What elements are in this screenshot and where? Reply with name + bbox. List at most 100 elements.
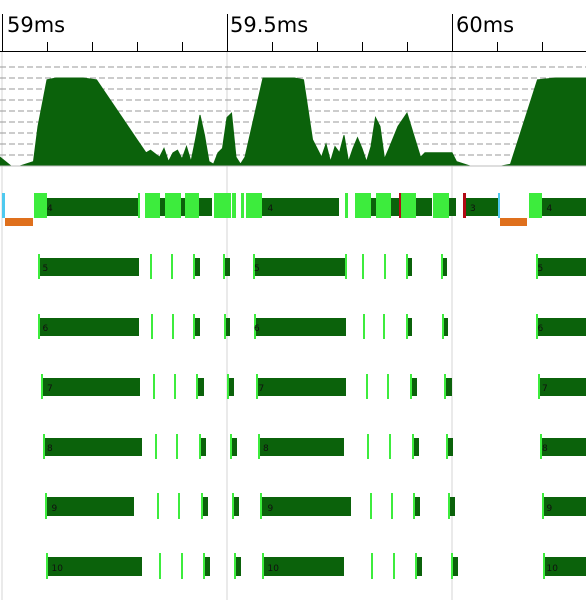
track-10[interactable]: [46, 553, 586, 579]
event-marker[interactable]: [196, 374, 198, 399]
pause-bar[interactable]: [5, 218, 33, 226]
busy-bar[interactable]: [538, 258, 586, 276]
event-bar[interactable]: [232, 193, 236, 218]
busy-bar[interactable]: [408, 258, 412, 276]
alert-marker[interactable]: [399, 193, 401, 218]
busy-bar[interactable]: [198, 378, 204, 396]
busy-bar[interactable]: [201, 438, 206, 456]
busy-bar[interactable]: [453, 557, 458, 576]
event-marker[interactable]: [153, 374, 155, 399]
busy-bar[interactable]: [195, 318, 200, 336]
event-marker[interactable]: [172, 314, 174, 339]
event-bar[interactable]: [214, 193, 231, 218]
event-marker[interactable]: [230, 434, 232, 459]
event-marker[interactable]: [157, 493, 159, 519]
track-5[interactable]: [38, 254, 586, 279]
busy-bar[interactable]: [391, 198, 399, 216]
event-marker[interactable]: [181, 553, 183, 579]
event-marker[interactable]: [412, 434, 414, 459]
event-bar[interactable]: [145, 193, 160, 218]
event-marker[interactable]: [43, 434, 45, 459]
pause-bar[interactable]: [500, 218, 527, 226]
tracks-canvas[interactable]: 4 4 3 4 5 5 5 6 6 6 7 7 7 8 8 8 9 9 9 10 10 10: [0, 52, 586, 600]
busy-bar[interactable]: [262, 497, 351, 516]
event-marker[interactable]: [38, 314, 40, 339]
event-marker[interactable]: [413, 493, 415, 519]
event-marker[interactable]: [444, 374, 446, 399]
event-marker[interactable]: [543, 553, 545, 579]
busy-bar[interactable]: [545, 557, 586, 576]
event-marker[interactable]: [415, 553, 417, 579]
event-marker[interactable]: [254, 314, 256, 339]
busy-bar[interactable]: [444, 318, 448, 336]
event-marker[interactable]: [406, 254, 408, 279]
busy-bar[interactable]: [415, 497, 420, 516]
busy-bar[interactable]: [256, 318, 346, 336]
idle-marker[interactable]: [2, 193, 5, 218]
event-marker[interactable]: [387, 374, 389, 399]
busy-bar[interactable]: [40, 318, 139, 336]
event-marker[interactable]: [224, 314, 226, 339]
event-bar[interactable]: [345, 193, 348, 218]
busy-bar[interactable]: [181, 198, 185, 216]
event-marker[interactable]: [345, 254, 347, 279]
busy-bar[interactable]: [448, 438, 453, 456]
event-marker[interactable]: [410, 374, 412, 399]
busy-bar[interactable]: [199, 198, 212, 216]
event-marker[interactable]: [256, 374, 258, 399]
event-marker[interactable]: [391, 493, 393, 519]
event-marker[interactable]: [258, 434, 260, 459]
event-marker[interactable]: [227, 374, 229, 399]
activity-chart[interactable]: [0, 66, 586, 167]
graph-panel[interactable]: 4 4 3 4 5 5 5 6 6 6 7 7 7 8 8 8 9 9 9 10 10 10: [0, 52, 586, 600]
busy-bar[interactable]: [255, 258, 345, 276]
event-marker[interactable]: [253, 254, 255, 279]
event-marker[interactable]: [367, 434, 369, 459]
event-bar[interactable]: [401, 193, 416, 218]
busy-bar[interactable]: [225, 258, 230, 276]
busy-bar[interactable]: [262, 198, 339, 216]
busy-bar[interactable]: [258, 378, 346, 396]
event-marker[interactable]: [383, 314, 385, 339]
event-marker[interactable]: [232, 493, 234, 519]
event-marker[interactable]: [370, 493, 372, 519]
busy-bar[interactable]: [466, 198, 498, 216]
busy-bar[interactable]: [542, 198, 586, 216]
event-marker[interactable]: [384, 254, 386, 279]
event-marker[interactable]: [193, 314, 195, 339]
busy-bar[interactable]: [43, 378, 140, 396]
alert-marker[interactable]: [463, 193, 466, 218]
busy-bar[interactable]: [540, 378, 586, 396]
event-marker[interactable]: [538, 374, 540, 399]
event-marker[interactable]: [234, 553, 236, 579]
busy-bar[interactable]: [414, 438, 419, 456]
event-marker[interactable]: [38, 254, 40, 279]
busy-bar[interactable]: [236, 557, 241, 576]
event-marker[interactable]: [262, 553, 264, 579]
busy-bar[interactable]: [417, 557, 422, 576]
event-marker[interactable]: [199, 434, 201, 459]
event-bar[interactable]: [34, 193, 47, 218]
event-bar[interactable]: [165, 193, 181, 218]
busy-bar[interactable]: [542, 438, 586, 456]
event-marker[interactable]: [540, 434, 542, 459]
event-marker[interactable]: [151, 314, 153, 339]
busy-bar[interactable]: [203, 497, 208, 516]
busy-bar[interactable]: [234, 497, 239, 516]
busy-bar[interactable]: [450, 497, 455, 516]
event-marker[interactable]: [223, 254, 225, 279]
event-marker[interactable]: [159, 553, 161, 579]
track-6[interactable]: [38, 314, 586, 339]
event-marker[interactable]: [542, 493, 544, 519]
event-marker[interactable]: [389, 434, 391, 459]
busy-bar[interactable]: [48, 557, 142, 576]
time-ruler[interactable]: 59ms 59.5ms 60ms: [0, 0, 586, 52]
busy-bar[interactable]: [443, 258, 447, 276]
event-marker[interactable]: [45, 493, 47, 519]
event-bar[interactable]: [241, 193, 244, 218]
busy-bar[interactable]: [47, 198, 138, 216]
event-bar[interactable]: [246, 193, 262, 218]
event-marker[interactable]: [536, 314, 538, 339]
busy-bar[interactable]: [260, 438, 344, 456]
